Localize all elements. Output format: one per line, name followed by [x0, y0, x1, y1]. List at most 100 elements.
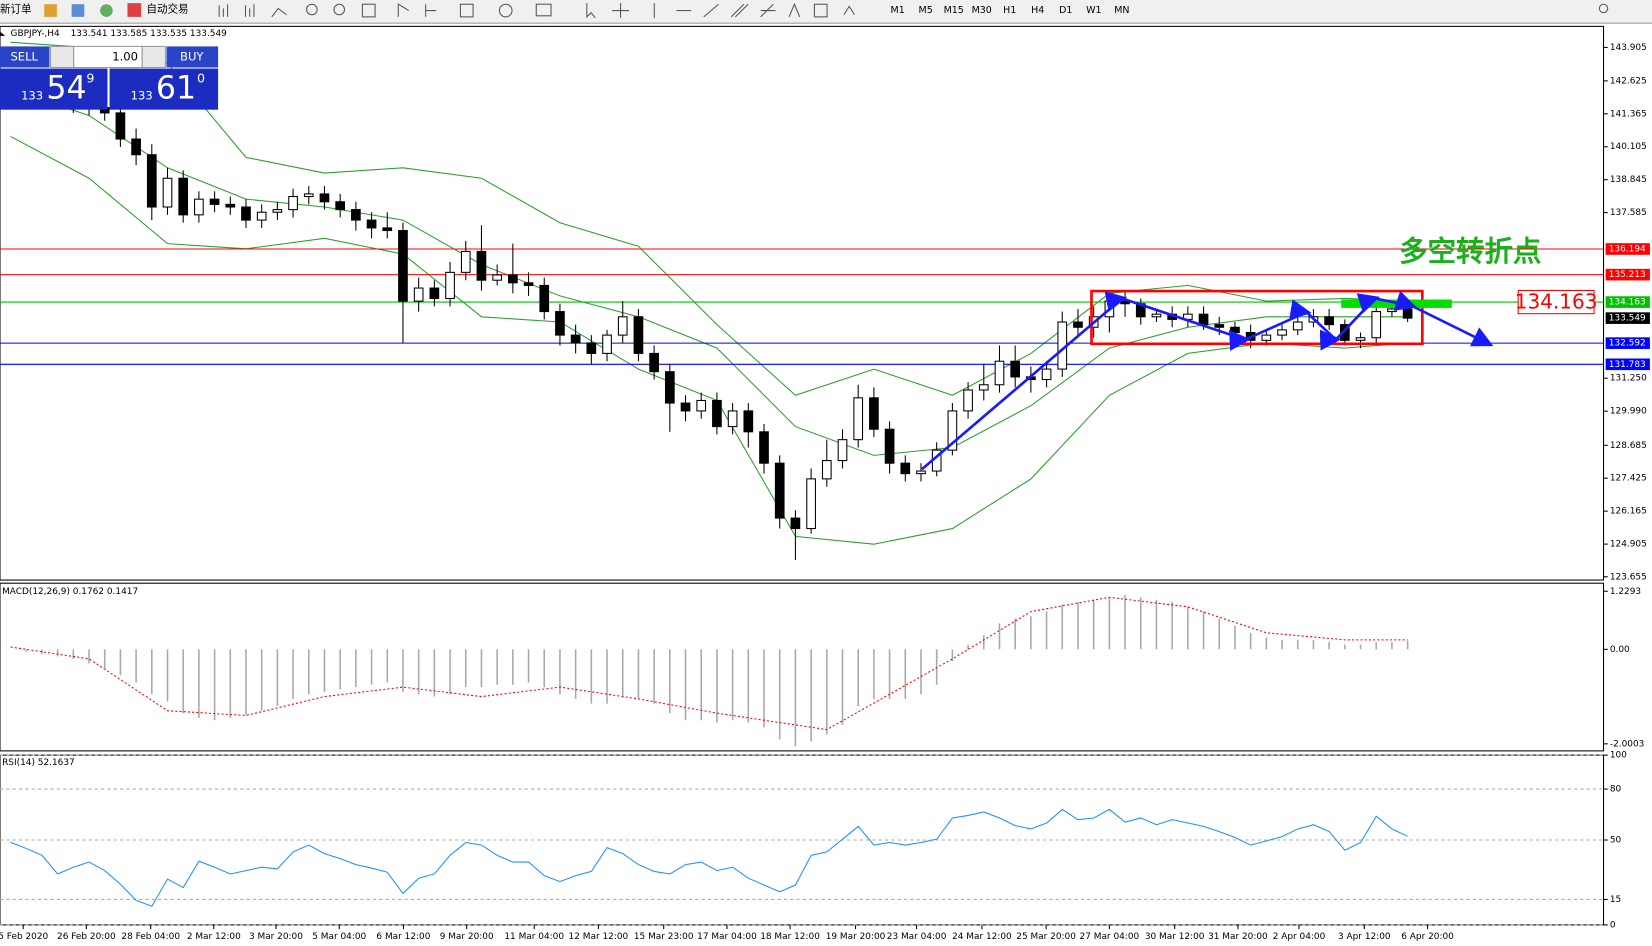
last-price: 133.549 — [1609, 314, 1646, 324]
icon[interactable] — [425, 4, 437, 17]
icon[interactable] — [730, 3, 749, 18]
auto-trading-button[interactable]: 自动交易 — [146, 2, 188, 15]
candle-body — [209, 198, 220, 205]
y-tick-label: 0 — [1610, 920, 1616, 930]
candle-body — [1073, 321, 1083, 328]
chart-title: RSI(14) 52.1637 — [2, 758, 75, 768]
y-tick-label: 128.685 — [1610, 441, 1647, 451]
icon[interactable] — [813, 3, 828, 18]
y-tick-label: 50 — [1610, 836, 1622, 846]
candle-body — [978, 384, 989, 391]
timeframe-button[interactable]: M5 — [919, 5, 933, 16]
candle-body — [916, 470, 926, 475]
candle-body — [1010, 360, 1021, 378]
candle-body — [319, 193, 330, 203]
icon[interactable] — [760, 3, 776, 18]
buy-button[interactable] — [166, 46, 219, 68]
trend-arrows — [921, 290, 1494, 471]
x-tick-label: 6 Mar 12:00 — [376, 932, 430, 942]
callout-value: 134.163 — [1515, 290, 1598, 314]
candle-body — [649, 352, 659, 373]
x-tick-label: 5 Feb 2020 — [0, 932, 49, 942]
buy-price-small[interactable]: 0 — [197, 71, 205, 86]
icon[interactable] — [397, 3, 410, 17]
timeframe-button[interactable]: MN — [1114, 5, 1129, 16]
buy-label[interactable]: BUY — [180, 49, 204, 63]
icon[interactable] — [535, 3, 552, 17]
x-tick-label: 11 Mar 04:00 — [504, 932, 564, 942]
icon[interactable] — [218, 4, 229, 17]
icon[interactable] — [71, 4, 85, 17]
level-label-box — [1605, 337, 1650, 349]
icon[interactable] — [498, 3, 513, 18]
candle-body — [178, 177, 189, 216]
icon[interactable] — [843, 5, 855, 16]
icon[interactable] — [244, 4, 255, 17]
candle-body — [303, 193, 314, 198]
sell-price-box[interactable] — [0, 68, 108, 110]
lot-down[interactable] — [50, 45, 75, 69]
timeframe-button[interactable]: M1 — [891, 5, 905, 16]
level-label-box — [1605, 358, 1650, 371]
icon[interactable] — [306, 3, 318, 16]
icon[interactable] — [788, 2, 801, 18]
y-tick-label: 126.165 — [1610, 507, 1647, 517]
y-tick-label: 1.2293 — [1610, 587, 1641, 597]
icon[interactable] — [333, 3, 346, 16]
level-label: 135.213 — [1609, 270, 1646, 280]
timeframe-button[interactable]: D1 — [1059, 5, 1072, 16]
lot-value[interactable]: 1.00 — [112, 49, 138, 63]
y-tick-label: 141.365 — [1610, 109, 1647, 119]
x-tick-label: 6 Apr 20:00 — [1401, 932, 1454, 942]
y-tick-label: 129.990 — [1610, 407, 1647, 417]
icon[interactable] — [703, 3, 719, 18]
candle-body — [696, 399, 707, 412]
timeframe-button[interactable]: H4 — [1031, 5, 1044, 16]
icon[interactable] — [361, 3, 376, 18]
callout-box — [1517, 289, 1595, 315]
x-tick-label: 3 Apr 12:00 — [1338, 932, 1391, 942]
candle-body — [790, 517, 801, 530]
new-order-button[interactable]: 新订单 — [0, 2, 32, 15]
candle-body — [664, 371, 675, 404]
timeframe-button[interactable]: M15 — [944, 5, 964, 16]
macd-panel — [0, 582, 1605, 752]
sell-button[interactable] — [0, 46, 50, 68]
level-label: 131.783 — [1609, 360, 1646, 370]
sell-price-big[interactable]: 133 — [21, 88, 43, 102]
last-price-box — [1605, 312, 1650, 324]
icon[interactable] — [100, 4, 113, 17]
candle-body — [351, 209, 361, 221]
level-label: 132.592 — [1609, 339, 1646, 349]
sell-label[interactable]: SELL — [10, 49, 38, 63]
timeframe-button[interactable]: H1 — [1003, 5, 1016, 16]
candle-body — [492, 274, 502, 281]
candle-body — [1402, 308, 1413, 319]
y-tick-label: 124.905 — [1610, 540, 1647, 550]
auto-trading-icon[interactable] — [127, 3, 142, 17]
sell-price-small[interactable]: 9 — [86, 71, 94, 86]
x-tick-label: 3 Mar 20:00 — [249, 932, 303, 942]
y-tick-label: 142.625 — [1610, 76, 1647, 86]
icon[interactable] — [612, 3, 629, 18]
candle-body — [1324, 316, 1334, 326]
candle-body — [162, 177, 173, 208]
sell-price-main[interactable]: 54 — [46, 71, 86, 107]
chart-quote: 133.541 133.585 133.535 133.549 — [71, 29, 228, 39]
y-tick-label: 127.425 — [1610, 474, 1647, 484]
buy-price-big[interactable]: 133 — [131, 88, 153, 102]
candle-body — [853, 397, 864, 441]
candle-body — [256, 211, 267, 221]
chart-macd: MACD(12,26,9) 0.1762 0.1417 1.2293 0.00 -2.… — [2, 587, 1644, 750]
search-icon[interactable] — [1598, 3, 1609, 14]
lot-up[interactable] — [141, 45, 166, 69]
x-tick-label: 18 Mar 12:00 — [760, 932, 820, 942]
icon[interactable] — [586, 3, 596, 19]
buy-price-main[interactable]: 61 — [156, 71, 196, 107]
timeframe-button[interactable]: W1 — [1086, 5, 1101, 16]
icon[interactable] — [271, 7, 287, 18]
icon[interactable] — [44, 4, 57, 17]
icon[interactable] — [459, 3, 474, 18]
timeframe-button[interactable]: M30 — [972, 5, 992, 16]
buy-price-box[interactable] — [109, 68, 219, 110]
